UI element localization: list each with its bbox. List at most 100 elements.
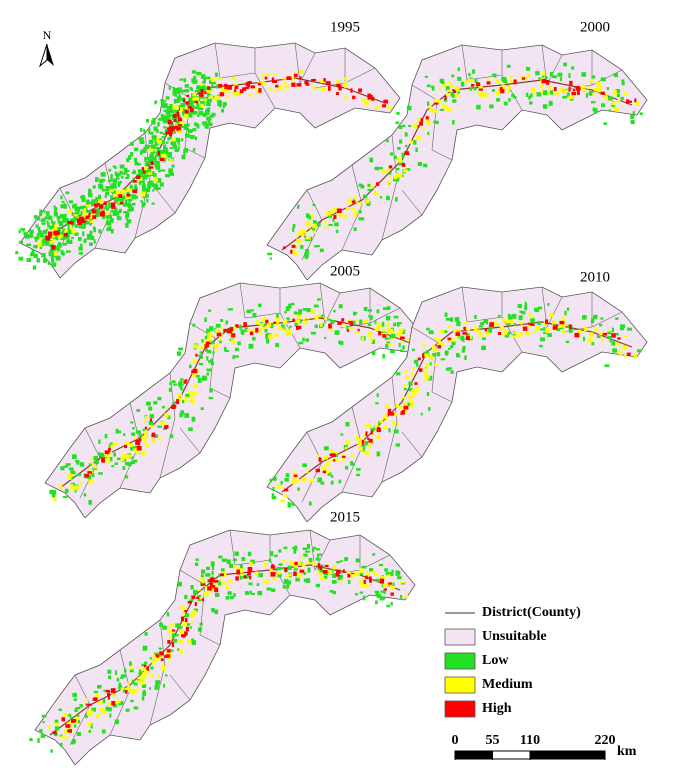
suitability-patch <box>206 566 211 570</box>
suitability-patch <box>363 194 368 199</box>
suitability-patch <box>133 169 136 175</box>
suitability-patch <box>306 578 311 583</box>
suitability-patch <box>183 124 188 128</box>
suitability-patch <box>144 661 148 665</box>
suitability-patch <box>323 220 327 224</box>
suitability-patch <box>131 432 136 436</box>
suitability-patch <box>388 582 393 585</box>
suitability-patch <box>129 661 132 666</box>
suitability-patch <box>292 547 295 550</box>
suitability-patch <box>442 84 447 87</box>
suitability-patch <box>481 337 487 340</box>
suitability-patch <box>214 609 219 615</box>
suitability-patch <box>396 112 400 115</box>
suitability-patch <box>83 208 86 212</box>
suitability-patch <box>260 81 266 86</box>
suitability-patch <box>302 563 306 568</box>
suitability-patch <box>358 88 363 93</box>
suitability-patch <box>138 181 142 185</box>
suitability-patch <box>543 321 547 327</box>
legend-label: Medium <box>482 677 533 692</box>
suitability-patch <box>35 216 41 221</box>
suitability-patch <box>230 327 234 332</box>
suitability-patch <box>143 689 146 693</box>
suitability-patch <box>542 75 545 78</box>
suitability-patch <box>265 73 271 76</box>
suitability-patch <box>276 313 279 319</box>
suitability-patch <box>209 326 214 331</box>
suitability-patch <box>381 328 385 332</box>
suitability-patch <box>117 457 121 461</box>
suitability-patch <box>335 572 339 577</box>
suitability-patch <box>193 590 198 595</box>
suitability-patch <box>365 575 368 580</box>
suitability-patch <box>358 446 363 451</box>
suitability-patch <box>154 685 159 690</box>
suitability-patch <box>310 213 314 219</box>
suitability-patch <box>180 606 185 611</box>
suitability-patch <box>101 214 105 220</box>
suitability-patch <box>507 331 511 335</box>
suitability-patch <box>541 78 547 84</box>
suitability-patch <box>420 412 423 416</box>
suitability-patch <box>179 630 183 635</box>
suitability-patch <box>168 649 174 652</box>
scale-label: 55 <box>486 733 500 748</box>
suitability-patch <box>522 326 528 331</box>
suitability-patch <box>397 576 402 580</box>
suitability-patch <box>53 211 58 217</box>
suitability-patch <box>525 331 530 335</box>
suitability-patch <box>78 252 84 255</box>
suitability-patch <box>104 450 110 455</box>
suitability-patch <box>62 242 67 246</box>
suitability-patch <box>312 86 316 91</box>
suitability-patch <box>303 578 308 583</box>
suitability-patch <box>387 408 392 414</box>
suitability-patch <box>388 572 394 577</box>
suitability-patch <box>456 353 460 358</box>
suitability-patch <box>518 315 523 321</box>
suitability-patch <box>290 561 295 566</box>
suitability-patch <box>184 379 188 382</box>
suitability-patch <box>126 174 130 178</box>
suitability-patch <box>345 465 349 470</box>
suitability-patch <box>151 437 154 443</box>
suitability-patch <box>502 318 507 323</box>
suitability-patch <box>135 440 140 445</box>
suitability-patch <box>18 240 23 244</box>
suitability-patch <box>341 455 346 458</box>
suitability-patch <box>387 330 393 334</box>
suitability-patch <box>63 465 69 468</box>
suitability-patch <box>211 112 216 117</box>
suitability-patch <box>297 238 300 244</box>
suitability-patch <box>241 330 245 335</box>
suitability-patch <box>370 184 374 188</box>
suitability-patch <box>184 413 190 418</box>
suitability-patch <box>192 93 197 97</box>
suitability-patch <box>407 402 411 406</box>
suitability-patch <box>439 87 442 90</box>
suitability-patch <box>64 488 69 493</box>
suitability-patch <box>317 298 321 301</box>
suitability-patch <box>89 220 95 223</box>
suitability-patch <box>62 216 67 219</box>
suitability-patch <box>167 415 171 420</box>
suitability-patch <box>79 223 83 228</box>
suitability-patch <box>333 207 338 213</box>
suitability-patch <box>51 258 54 263</box>
suitability-patch <box>589 332 594 337</box>
suitability-patch <box>68 239 73 244</box>
suitability-patch <box>291 481 295 485</box>
suitability-patch <box>299 76 302 80</box>
suitability-patch <box>191 70 197 74</box>
suitability-patch <box>206 116 211 121</box>
suitability-patch <box>457 89 460 94</box>
suitability-patch <box>454 93 459 98</box>
legend-label: High <box>482 701 512 716</box>
suitability-patch <box>240 568 244 573</box>
suitability-patch <box>292 223 296 228</box>
suitability-patch <box>527 322 531 328</box>
suitability-patch <box>105 455 108 460</box>
suitability-patch <box>208 95 214 99</box>
suitability-patch <box>386 604 391 608</box>
